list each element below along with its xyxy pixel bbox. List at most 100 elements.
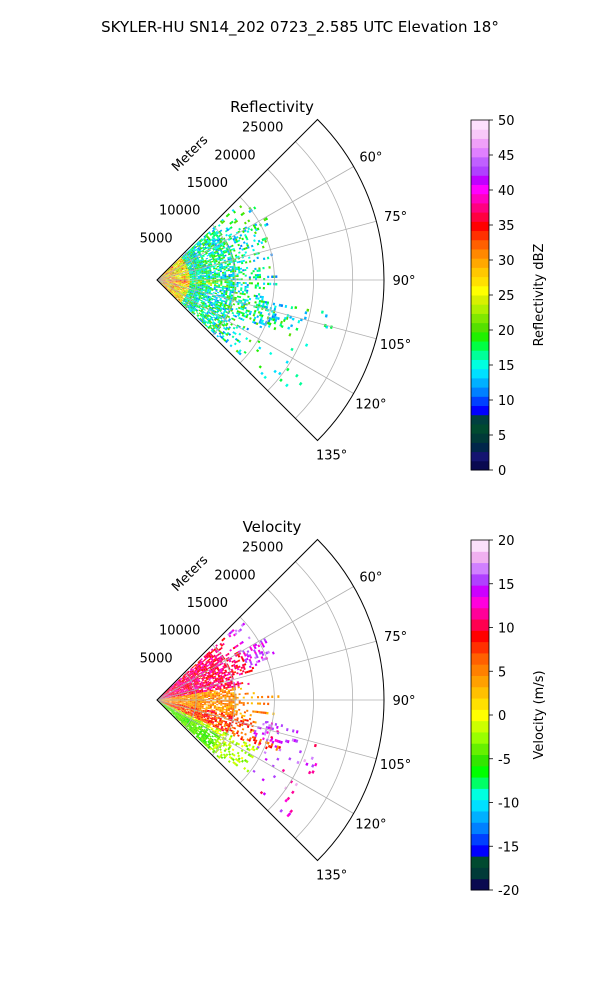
refl-echo-cell — [242, 269, 244, 271]
vel-echo-cell — [212, 703, 214, 704]
refl-echo-cell — [206, 276, 208, 277]
refl-echo-cell — [226, 285, 228, 287]
refl-echo-cell — [225, 234, 228, 237]
vel-echo-cell — [208, 704, 210, 705]
refl-echo-cell — [291, 306, 294, 309]
refl-colorbar-tick-label: 30 — [498, 254, 515, 269]
vel-echo-cell — [249, 718, 251, 720]
velocity-panel: Velocity50001000015000200002500060°75°90… — [140, 518, 547, 899]
vel-echo-cell — [194, 702, 196, 703]
refl-range-tick-label: 15000 — [187, 176, 228, 191]
refl-echo-cell — [226, 277, 228, 279]
vel-echo-cell — [218, 696, 220, 697]
refl-echo-cell — [224, 287, 226, 289]
vel-echo-cell — [232, 710, 234, 712]
vel-echo-cell — [230, 692, 232, 694]
vel-echo-cell — [178, 699, 180, 700]
refl-echo-cell — [228, 270, 230, 272]
vel-echo-cell — [235, 722, 237, 724]
vel-echo-cell — [257, 644, 260, 647]
refl-echo-cell — [260, 372, 263, 375]
vel-echo-cell — [204, 701, 206, 702]
refl-echo-cell — [239, 237, 242, 240]
vel-echo-cell — [210, 697, 212, 698]
refl-colorbar-swatch — [471, 332, 489, 342]
refl-echo-cell — [229, 266, 231, 268]
vel-echo-cell — [200, 703, 202, 704]
figure-suptitle: SKYLER-HU SN14_202 0723_2.585 UTC Elevat… — [101, 18, 499, 37]
refl-echo-cell — [238, 266, 240, 268]
refl-colorbar-swatch — [471, 258, 489, 268]
refl-echo-cell — [256, 257, 258, 260]
refl-echo-cell — [279, 378, 283, 382]
refl-colorbar-tick-label: 10 — [498, 394, 515, 409]
refl-echo-cell — [261, 298, 263, 301]
refl-echo-cell — [206, 277, 208, 278]
refl-echo-cell — [186, 281, 188, 282]
vel-echo-cell — [226, 696, 228, 698]
refl-echo-cell — [223, 300, 225, 302]
vel-echo-cell — [210, 698, 212, 699]
refl-echo-cell — [242, 291, 244, 293]
refl-echo-cell — [275, 283, 277, 286]
refl-range-tick-label: 5000 — [140, 231, 173, 246]
vel-echo-cell — [216, 700, 218, 701]
vel-echo-cell — [192, 699, 194, 700]
refl-echo-cell — [258, 240, 261, 243]
refl-echo-cell — [188, 279, 190, 280]
refl-colorbar-tick-label: 35 — [498, 219, 515, 234]
refl-echo-cell — [273, 370, 276, 373]
vel-echo-cell — [190, 698, 192, 699]
refl-azimuth-tick-label: 60° — [359, 151, 382, 166]
refl-echo-cell — [214, 283, 216, 284]
refl-echo-cell — [212, 283, 214, 284]
refl-echo-cell — [188, 281, 190, 282]
vel-echo-cell — [214, 696, 216, 697]
refl-echo-cell — [220, 284, 222, 286]
vel-echo-cell — [180, 699, 182, 700]
vel-echo-cell — [234, 718, 236, 720]
refl-colorbar-swatch — [471, 461, 489, 471]
refl-echo-cell — [228, 274, 230, 276]
refl-echo-cell — [257, 285, 259, 287]
refl-echo-cell — [233, 303, 235, 305]
refl-echo-cell — [231, 280, 233, 282]
refl-echo-cell — [240, 245, 243, 248]
refl-colorbar-swatch — [471, 120, 489, 130]
refl-echo-cell — [178, 281, 180, 282]
refl-echo-cell — [214, 275, 216, 276]
refl-echo-cell — [275, 275, 277, 278]
vel-echo-cell — [254, 711, 256, 713]
refl-echo-cell — [215, 265, 217, 267]
vel-echo-cell — [226, 706, 228, 708]
refl-azimuth-tick-label: 75° — [384, 210, 407, 225]
vel-echo-cell — [277, 695, 279, 698]
refl-echo-cell — [186, 279, 188, 280]
vel-echo-cell — [208, 695, 210, 696]
refl-echo-cell — [190, 279, 192, 280]
refl-echo-cell — [240, 287, 242, 289]
refl-echo-cell — [198, 281, 200, 282]
refl-echo-cell — [232, 267, 234, 269]
refl-echo-cell — [249, 282, 251, 284]
vel-echo-cell — [216, 695, 218, 696]
vel-echo-cell — [203, 708, 205, 709]
refl-echo-cell — [204, 283, 206, 284]
refl-colorbar-swatch — [471, 138, 489, 148]
refl-colorbar-swatch — [471, 148, 489, 158]
refl-echo-cell — [194, 277, 196, 278]
refl-echo-cell — [262, 267, 264, 269]
vel-echo-cell — [220, 700, 222, 701]
refl-echo-cell — [214, 284, 216, 285]
refl-echo-cell — [218, 280, 220, 281]
refl-echo-cell — [253, 234, 256, 237]
vel-echo-cell — [244, 711, 246, 713]
vel-echo-cell — [232, 695, 234, 697]
vel-echo-cell — [259, 702, 261, 704]
refl-echo-cell — [226, 289, 228, 291]
refl-echo-cell — [212, 281, 214, 282]
refl-echo-cell — [244, 351, 247, 354]
refl-echo-cell — [274, 308, 277, 311]
refl-echo-cell — [258, 267, 260, 269]
vel-echo-cell — [250, 714, 252, 716]
